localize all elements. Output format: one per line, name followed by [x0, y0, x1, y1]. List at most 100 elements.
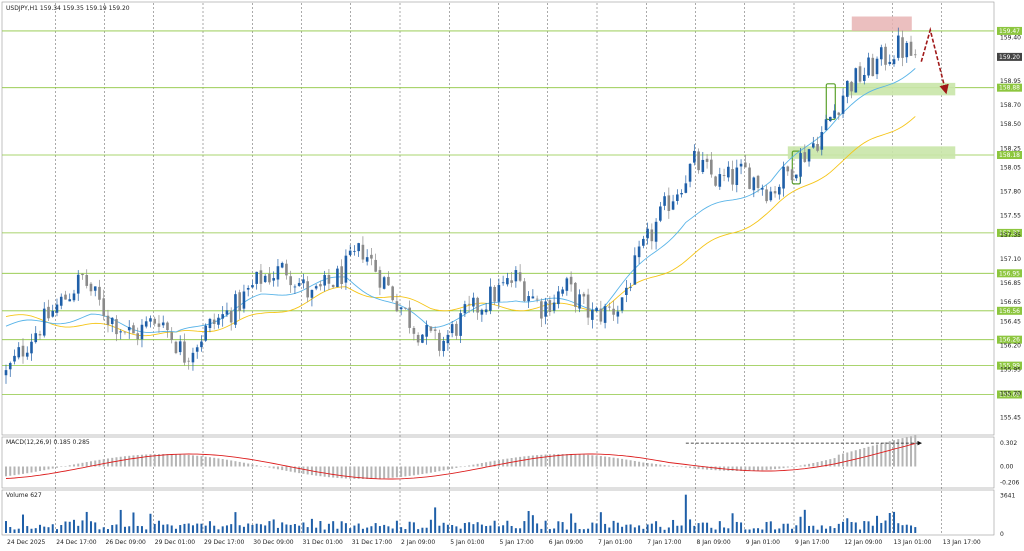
candle-body [463, 304, 467, 314]
macd-histogram-bar [888, 441, 891, 467]
candle-body [395, 301, 399, 312]
volume-bar [871, 525, 874, 533]
volume-bar [383, 524, 386, 533]
candle-body [705, 158, 709, 162]
price-level-label: 157.37 [999, 230, 1020, 237]
candle-body [629, 286, 632, 288]
target-zone-lower [787, 146, 956, 159]
macd-histogram-bar [502, 459, 505, 467]
volume-bar [21, 514, 24, 533]
volume-bar [493, 520, 496, 533]
macd-histogram-bar [761, 466, 764, 471]
y-tick-label: 157.35 [1000, 232, 1021, 239]
y-tick-label: 158.70 [1000, 102, 1021, 109]
macd-histogram-bar [451, 466, 454, 469]
candle-body [837, 112, 841, 115]
macd-histogram-bar [612, 457, 615, 467]
volume-bar [795, 525, 798, 533]
macd-histogram-bar [867, 446, 870, 467]
candle-body [642, 238, 645, 246]
macd-histogram-bar [272, 466, 275, 469]
volume-bar [425, 527, 428, 533]
candle-body [255, 271, 258, 284]
candle-body [799, 153, 802, 177]
candle-body [701, 159, 705, 172]
volume-bar [633, 527, 636, 533]
macd-histogram-bar [485, 462, 488, 467]
y-tick-label: 155.45 [1000, 415, 1021, 422]
macd-histogram-bar [808, 463, 811, 467]
candle-body [676, 194, 679, 201]
macd-histogram-bar [366, 466, 369, 479]
macd-histogram-bar [434, 466, 437, 472]
volume-bar [140, 526, 143, 533]
candle-body [34, 333, 38, 343]
volume-bar [612, 520, 615, 533]
candle-body [85, 275, 89, 286]
volume-bar [64, 521, 67, 533]
candle-body [8, 363, 12, 370]
macd-histogram-bar [914, 435, 917, 467]
volume-bar [208, 521, 211, 533]
macd-histogram-bar [578, 454, 581, 467]
volume-bar [119, 509, 122, 533]
macd-histogram-bar [38, 466, 41, 471]
macd-histogram-bar [183, 454, 186, 467]
candle-body [238, 292, 241, 312]
macd-histogram-bar [727, 466, 730, 471]
volume-bar [417, 529, 420, 533]
candle-body [391, 286, 394, 301]
candle-body [242, 291, 246, 309]
volume-header: Volume 627 [6, 492, 42, 499]
volume-bar [145, 529, 148, 533]
candle-body [136, 333, 140, 340]
macd-histogram-bar [225, 459, 228, 467]
volume-bar [629, 524, 632, 533]
volume-bar [893, 511, 896, 533]
volume-bar [81, 520, 84, 533]
macd-histogram-bar [565, 454, 568, 467]
volume-bar [102, 527, 105, 533]
macd-histogram-bar [846, 452, 849, 467]
macd-histogram-bar [659, 464, 662, 467]
candle-body [667, 195, 671, 211]
macd-histogram-bar [196, 455, 199, 467]
volume-bar [196, 523, 199, 533]
macd-histogram-bar [276, 466, 279, 470]
macd-histogram-bar [47, 466, 50, 470]
volume-pane-frame [1, 489, 995, 536]
sell-zone [851, 16, 912, 31]
macd-histogram-bar [854, 450, 857, 467]
candle-body [433, 329, 437, 331]
macd-histogram-bar [706, 466, 709, 470]
macd-histogram-bar [591, 455, 594, 467]
candle-body [357, 243, 360, 252]
candle-body [824, 119, 828, 131]
candle-body [697, 151, 700, 171]
candle-body [497, 285, 501, 302]
volume-bar [43, 526, 46, 533]
macd-histogram-bar [85, 462, 88, 467]
candle-body [569, 276, 573, 285]
macd-histogram-bar [425, 466, 428, 474]
macd-histogram-bar [744, 466, 747, 471]
volume-bar [663, 529, 666, 533]
volume-bar [132, 512, 135, 533]
macd-histogram-bar [387, 466, 390, 479]
macd-histogram-bar [850, 451, 853, 467]
candle-body [399, 307, 403, 310]
macd-histogram-bar [829, 459, 832, 467]
candle-body [157, 323, 161, 327]
candle-body [327, 275, 331, 284]
candlestick-series [4, 27, 917, 384]
candle-body [319, 284, 322, 287]
volume-bar [230, 524, 233, 533]
macd-histogram-bar [820, 461, 823, 467]
macd-histogram-bar [816, 462, 819, 467]
volume-bar [242, 526, 245, 533]
macd-histogram-bar [489, 461, 492, 467]
macd-histogram-bar [472, 464, 475, 467]
macd-histogram-bar [251, 464, 254, 467]
macd-histogram-bar [557, 454, 560, 467]
candle-body [531, 296, 535, 299]
